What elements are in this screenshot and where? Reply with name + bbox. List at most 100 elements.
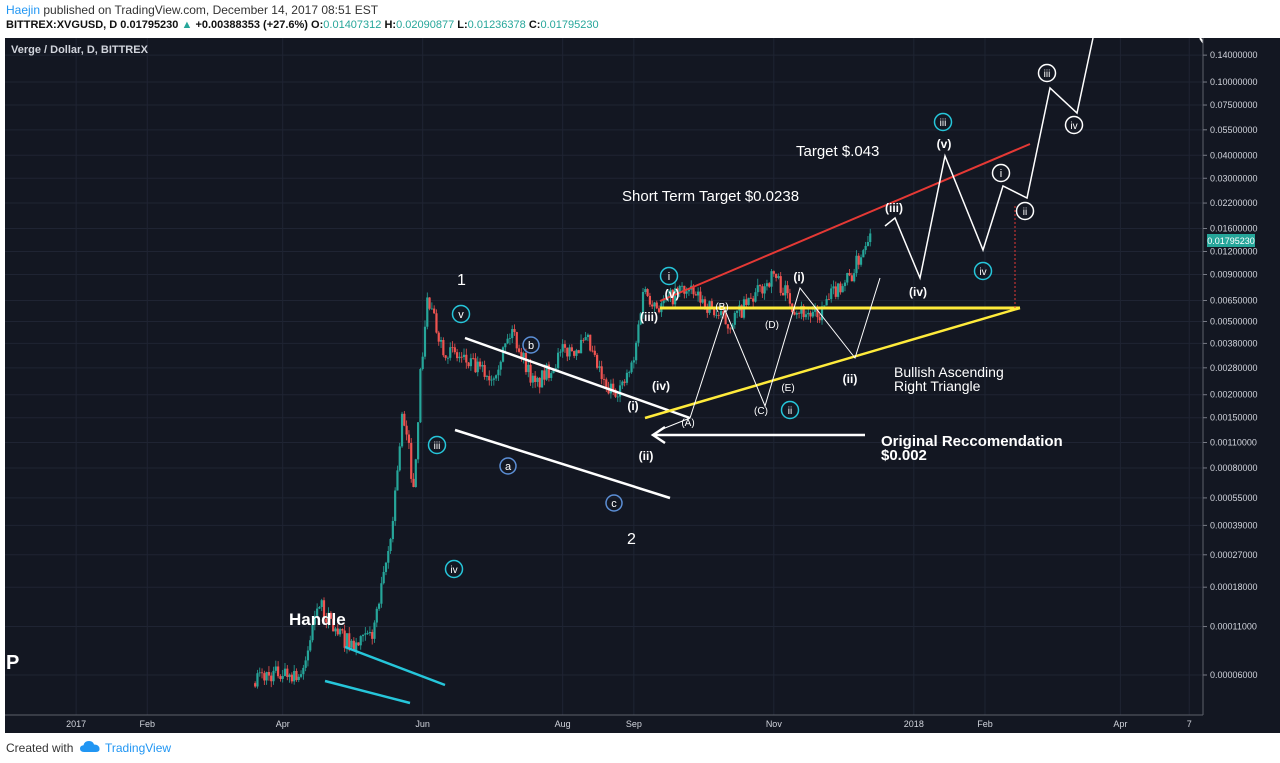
- candle-body: [797, 312, 801, 314]
- candle-body: [777, 276, 780, 278]
- candle-body: [515, 332, 518, 349]
- corner-label: P: [6, 652, 19, 674]
- price-tick-label: 0.00039000: [1210, 520, 1258, 530]
- candle-body: [534, 375, 537, 382]
- wave-A-label: (A): [681, 418, 694, 429]
- price-axis[interactable]: 0.14000000 0.10000000 0.07500000 0.05500000…: [1202, 38, 1280, 733]
- candle-body: [685, 291, 688, 294]
- candle-body: [561, 344, 564, 352]
- candle-body: [396, 470, 399, 491]
- candle-body: [322, 600, 326, 619]
- candle-body: [414, 459, 417, 488]
- candle-body: [825, 299, 828, 306]
- wave-b-circle: [522, 336, 540, 354]
- candle-body: [352, 640, 355, 651]
- price-tick-label: 0.00006000: [1210, 670, 1258, 680]
- candle-body: [405, 425, 408, 435]
- candle-body: [680, 285, 684, 287]
- candle-body: [540, 370, 544, 388]
- candle-body: [446, 357, 450, 359]
- proj-iv-label: iv: [1070, 121, 1077, 132]
- high-value: 0.02090877: [396, 19, 455, 31]
- candle-body: [398, 446, 401, 471]
- candle-body: [818, 317, 821, 321]
- candle-body: [449, 347, 452, 358]
- wave-paren-iii-left: (iii): [640, 310, 658, 324]
- candle-body: [391, 521, 394, 540]
- candle-body: [497, 369, 500, 376]
- candle-body: [456, 352, 459, 359]
- candle-body: [254, 683, 257, 687]
- candle-body: [299, 674, 303, 677]
- candle-body: [623, 381, 626, 383]
- candle-body: [375, 608, 378, 623]
- handle-label: Handle: [289, 610, 346, 629]
- candle-body: [451, 347, 454, 349]
- candle-body: [600, 366, 603, 379]
- candle-body: [316, 608, 319, 616]
- candle-body: [823, 305, 826, 307]
- wave-paren-ii-left: (ii): [639, 449, 654, 463]
- candle-body: [736, 310, 739, 313]
- wave-c-circle: [605, 494, 623, 512]
- candle-body: [696, 291, 700, 296]
- candle-body: [740, 305, 743, 318]
- wave-i-label: i: [668, 271, 670, 283]
- candle-body: [632, 360, 635, 363]
- candle-body: [435, 313, 438, 333]
- candle-body: [439, 340, 443, 342]
- candle-body: [582, 339, 585, 341]
- price-tick-label: 0.00055000: [1210, 493, 1258, 503]
- candle-body: [692, 285, 695, 295]
- candle-body: [361, 634, 365, 637]
- price-tick-label: 0.00011000: [1210, 622, 1257, 632]
- candle-body: [784, 285, 787, 296]
- candle-body: [499, 361, 502, 370]
- candle-body: [577, 350, 580, 354]
- chart-background: [5, 38, 1280, 733]
- time-tick-label: 2017: [66, 719, 86, 729]
- candle-body: [462, 354, 466, 358]
- time-tick-label: 7: [1187, 719, 1192, 729]
- chart-area[interactable]: Handle 1 2 Short Term Target $0.0238 Tar…: [5, 37, 1280, 733]
- time-axis[interactable]: 2017 Feb Apr Jun Aug Sep Nov 2018 Feb Apr 7: [5, 714, 1280, 733]
- candle-body: [625, 372, 629, 383]
- candle-body: [338, 629, 342, 635]
- candle-body: [403, 413, 406, 426]
- candle-body: [671, 289, 674, 305]
- candle-body: [329, 612, 332, 619]
- open-value: 0.01407312: [323, 19, 382, 31]
- candle-body: [646, 289, 649, 296]
- price-tick-label: 0.03000000: [1210, 173, 1258, 183]
- candle-body: [495, 375, 498, 379]
- chart-svg[interactable]: Handle 1 2 Short Term Target $0.0238 Tar…: [5, 37, 1280, 733]
- candle-body: [676, 288, 679, 292]
- candle-body: [800, 305, 803, 314]
- candle-body: [843, 282, 847, 287]
- candle-body: [669, 289, 672, 296]
- candle-body: [612, 383, 615, 390]
- channel-upper-line: [464, 336, 691, 420]
- candle-body: [288, 674, 291, 677]
- candle-body: [357, 642, 360, 646]
- candle-body: [699, 291, 702, 303]
- candle-body: [793, 312, 796, 315]
- candle-body: [460, 356, 463, 358]
- candle-body: [637, 324, 640, 343]
- candle-body: [722, 311, 725, 315]
- candle-body: [274, 666, 277, 671]
- candle-body: [827, 299, 831, 300]
- resistance-line: [659, 143, 1031, 302]
- candle-body: [279, 676, 282, 679]
- candle-body: [272, 670, 275, 682]
- candle-body: [726, 324, 730, 329]
- candle-body: [855, 255, 858, 274]
- author-link[interactable]: Haejin: [6, 3, 41, 17]
- tradingview-link[interactable]: TradingView: [105, 741, 172, 755]
- candle-body: [724, 314, 727, 325]
- candle-body: [304, 660, 307, 668]
- proj-ii-circle: [1015, 201, 1035, 221]
- candle-body: [394, 490, 397, 522]
- candle-body: [297, 676, 300, 681]
- low-value: 0.01236378: [467, 19, 526, 31]
